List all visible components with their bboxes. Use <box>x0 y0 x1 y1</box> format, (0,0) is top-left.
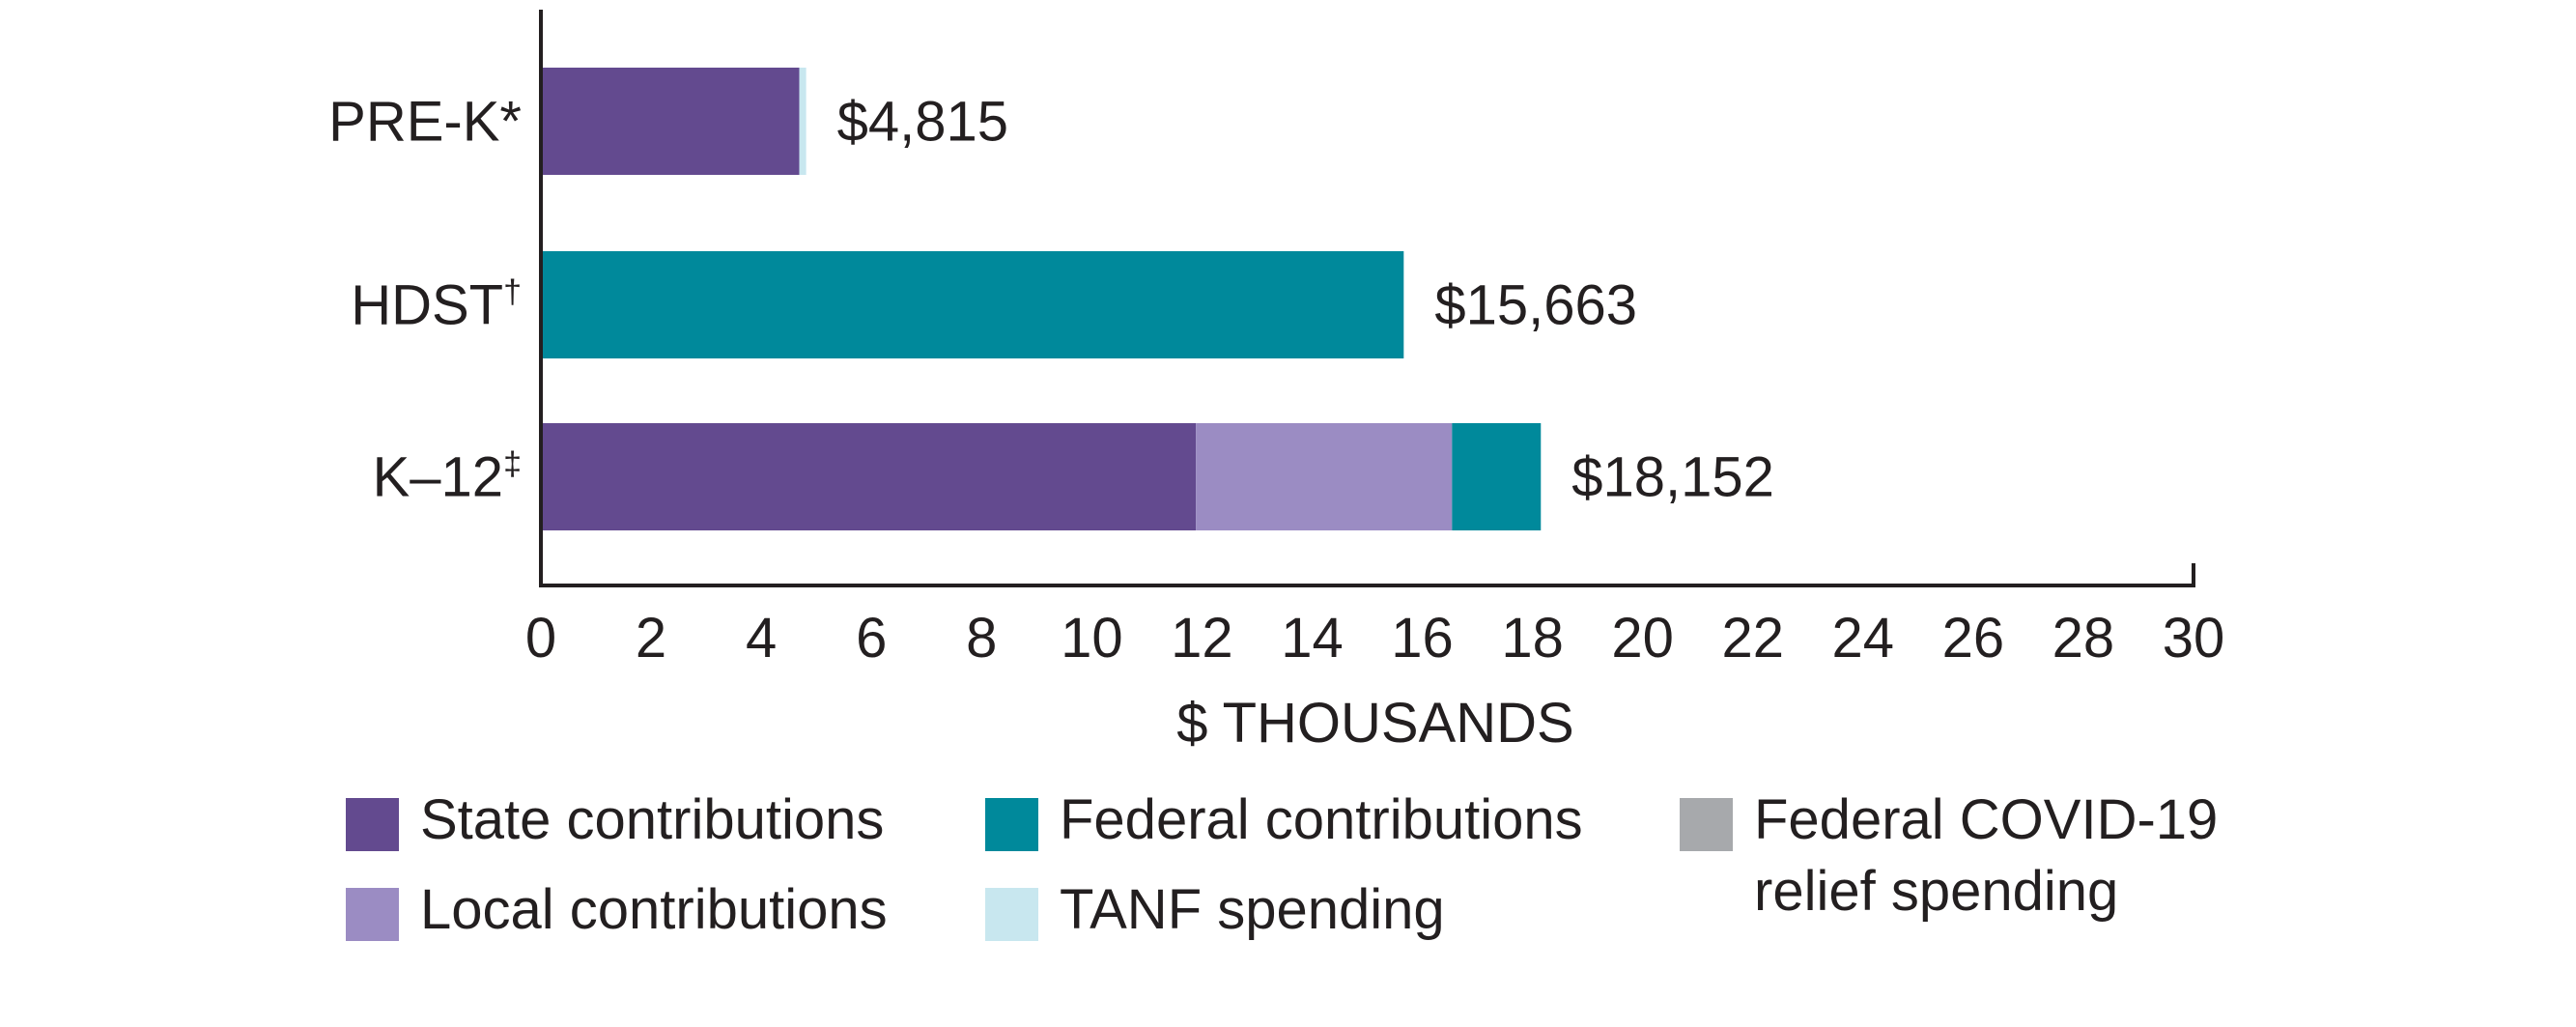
x-tick-label: 24 <box>1832 607 1895 670</box>
category-label-hdst: HDST† <box>351 274 522 337</box>
legend-label: Federal COVID-19 relief spending <box>1754 788 2219 923</box>
category-label-pre-k: PRE-K* <box>328 91 522 154</box>
legend-label: Federal contributions <box>1060 788 1583 851</box>
legend-item-tanf: TANF spending <box>985 878 1445 946</box>
legend-item-federal: Federal contributions <box>985 788 1583 856</box>
bar-segment-pre-k-tanf-spending <box>799 68 807 175</box>
x-tick-label: 28 <box>2052 607 2115 670</box>
total-label-k-12: $18,152 <box>1571 446 1774 509</box>
x-tick-label: 30 <box>2163 607 2225 670</box>
x-tick-label: 6 <box>856 607 887 670</box>
x-tick-label: 2 <box>636 607 666 670</box>
legend: State contributions Federal contribution… <box>346 788 2374 987</box>
x-tick-label: 22 <box>1721 607 1784 670</box>
legend-swatch-federal <box>985 798 1038 851</box>
x-tick-label: 18 <box>1501 607 1564 670</box>
bars-group <box>541 68 1542 530</box>
x-tick-labels: 0 2 4 6 8 10 12 14 16 18 20 22 24 26 28 30 <box>525 607 2224 670</box>
total-label-hdst: $15,663 <box>1434 274 1637 337</box>
legend-item-local: Local contributions <box>346 878 888 946</box>
legend-swatch-tanf <box>985 888 1038 941</box>
x-tick-label: 4 <box>746 607 777 670</box>
x-tick-label: 16 <box>1391 607 1454 670</box>
legend-swatch-local <box>346 888 399 941</box>
legend-swatch-state <box>346 798 399 851</box>
total-label-pre-k: $4,815 <box>837 91 1008 154</box>
bar-segment-k-12-state-contributions <box>541 423 1197 530</box>
legend-item-state: State contributions <box>346 788 884 856</box>
category-label-k-12: K–12‡ <box>373 446 522 509</box>
legend-item-covid-relief: Federal COVID-19 relief spending <box>1680 788 2218 927</box>
bar-segment-pre-k-state-contributions <box>541 68 800 175</box>
category-labels: PRE-K* HDST† K–12‡ <box>328 91 522 509</box>
bar-segment-k-12-federal-contributions <box>1452 423 1542 530</box>
total-labels: $4,815 $15,663 $18,152 <box>837 91 1774 509</box>
x-tick-label: 12 <box>1171 607 1233 670</box>
x-tick-label: 14 <box>1281 607 1344 670</box>
x-axis-title: $ THOUSANDS <box>1176 692 1573 755</box>
bar-segment-hdst-federal-contributions <box>541 251 1404 358</box>
x-tick-label: 10 <box>1061 607 1123 670</box>
x-tick-label: 20 <box>1611 607 1674 670</box>
x-tick-label: 26 <box>1942 607 2005 670</box>
legend-label: Local contributions <box>420 878 888 941</box>
legend-label: TANF spending <box>1060 878 1445 941</box>
legend-label: State contributions <box>420 788 885 851</box>
x-tick-label: 0 <box>525 607 556 670</box>
bar-segment-k-12-local-contributions <box>1196 423 1453 530</box>
legend-swatch-covid-relief <box>1680 798 1733 851</box>
x-tick-label: 8 <box>966 607 997 670</box>
